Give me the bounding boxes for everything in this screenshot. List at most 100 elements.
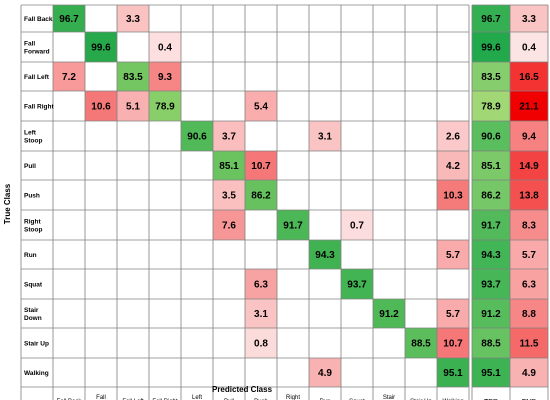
cell-value: 90.6 — [187, 132, 207, 143]
confusion-cell — [437, 328, 469, 358]
fnr-value: 3.3 — [522, 14, 536, 25]
fnr-value: 4.9 — [522, 368, 536, 379]
fnr-cell — [510, 91, 548, 121]
tpr-cell — [472, 151, 510, 180]
cell-value: 6.3 — [254, 280, 268, 291]
tpr-value: 78.9 — [481, 102, 501, 113]
tpr-cell — [472, 269, 510, 299]
row-label: Fall Back — [24, 16, 53, 23]
row-label: Left Stoop — [24, 130, 42, 145]
cell-value: 5.7 — [446, 250, 460, 261]
diagonal-cell — [405, 328, 437, 358]
fnr-value: 5.7 — [522, 250, 536, 261]
confusion-cell — [149, 62, 181, 91]
tpr-cell — [472, 91, 510, 121]
confusion-cell — [309, 358, 341, 387]
diagonal-cell — [341, 269, 373, 299]
tpr-value: 93.7 — [481, 280, 501, 291]
cell-value: 78.9 — [155, 102, 175, 113]
confusion-cell — [149, 32, 181, 62]
confusion-cell — [437, 121, 469, 151]
confusion-cell — [213, 121, 245, 151]
fnr-cell — [510, 299, 548, 328]
row-label: Stair Down — [24, 307, 42, 322]
cell-value: 93.7 — [347, 280, 367, 291]
tpr-value: 99.6 — [481, 43, 501, 54]
row-label: Push — [24, 193, 40, 200]
cell-value: 91.7 — [283, 221, 303, 232]
cell-value: 96.7 — [59, 14, 79, 25]
diagonal-cell — [149, 91, 181, 121]
tpr-value: 83.5 — [481, 72, 501, 83]
diagonal-cell — [277, 210, 309, 240]
confusion-cell — [309, 121, 341, 151]
row-label: Fall Forward — [24, 41, 50, 56]
diagonal-cell — [181, 121, 213, 151]
tpr-value: 86.2 — [481, 191, 501, 202]
fnr-cell — [510, 269, 548, 299]
row-label: Pull — [24, 163, 36, 170]
confusion-cell — [117, 5, 149, 32]
tpr-cell — [472, 121, 510, 151]
cell-value: 95.1 — [443, 368, 463, 379]
cell-value: 3.1 — [254, 309, 268, 320]
fnr-cell — [510, 32, 548, 62]
cell-value: 88.5 — [411, 339, 431, 350]
y-axis-title: True Class — [3, 183, 12, 224]
cell-value: 10.7 — [443, 339, 463, 350]
fnr-value: 9.4 — [522, 132, 536, 143]
fnr-cell — [510, 358, 548, 387]
fnr-cell — [510, 180, 548, 210]
cell-value: 3.5 — [222, 191, 236, 202]
rate-summary-table: 96.7 3.3 99.6 0.4 83.5 16.5 78.9 21.1 90.6 9.4 85.… — [471, 4, 549, 400]
cell-value: 2.6 — [446, 132, 460, 143]
tpr-value: 94.3 — [481, 250, 501, 261]
confusion-cell — [437, 180, 469, 210]
diagonal-cell — [85, 32, 117, 62]
cell-value: 7.2 — [62, 72, 76, 83]
cell-value: 10.3 — [443, 191, 463, 202]
cell-value: 0.8 — [254, 339, 268, 350]
cell-value: 3.1 — [318, 132, 332, 143]
fnr-cell — [510, 62, 548, 91]
tpr-value: 95.1 — [481, 368, 501, 379]
tpr-cell — [472, 62, 510, 91]
cell-value: 0.7 — [350, 221, 364, 232]
confusion-cell — [245, 328, 277, 358]
rate-table-grid — [471, 4, 549, 400]
confusion-cell — [341, 210, 373, 240]
cell-value: 5.1 — [126, 102, 140, 113]
diagonal-cell — [309, 240, 341, 269]
tpr-value: 85.1 — [481, 161, 501, 172]
fnr-cell — [510, 240, 548, 269]
cell-value: 4.2 — [446, 161, 460, 172]
cell-value: 94.3 — [315, 250, 335, 261]
matrix-grid — [20, 4, 470, 400]
tpr-cell — [472, 180, 510, 210]
fnr-value: 11.5 — [520, 339, 539, 350]
tpr-value: 91.2 — [481, 309, 501, 320]
confusion-matrix: 96.7 3.3 99.6 0.4 7.2 83.5 9.3 10.6 5.1 78.9 5.4 90… — [20, 4, 470, 400]
tpr-value: 90.6 — [481, 132, 501, 143]
confusion-cell — [437, 151, 469, 180]
diagonal-cell — [53, 5, 85, 32]
confusion-cell — [245, 151, 277, 180]
row-label: Squat — [24, 282, 43, 289]
confusion-cell — [213, 180, 245, 210]
row-label: Run — [24, 252, 37, 259]
tpr-value: 96.7 — [481, 14, 501, 25]
tpr-cell — [472, 328, 510, 358]
confusion-cell — [245, 299, 277, 328]
cell-value: 3.3 — [126, 14, 140, 25]
fnr-value: 0.4 — [522, 43, 536, 54]
tpr-cell — [472, 32, 510, 62]
fnr-value: 8.3 — [522, 221, 536, 232]
diagonal-cell — [117, 62, 149, 91]
fnr-cell — [510, 5, 548, 32]
cell-value: 86.2 — [251, 191, 271, 202]
tpr-value: 91.7 — [481, 221, 501, 232]
fnr-value: 8.8 — [522, 309, 536, 320]
fnr-cell — [510, 121, 548, 151]
